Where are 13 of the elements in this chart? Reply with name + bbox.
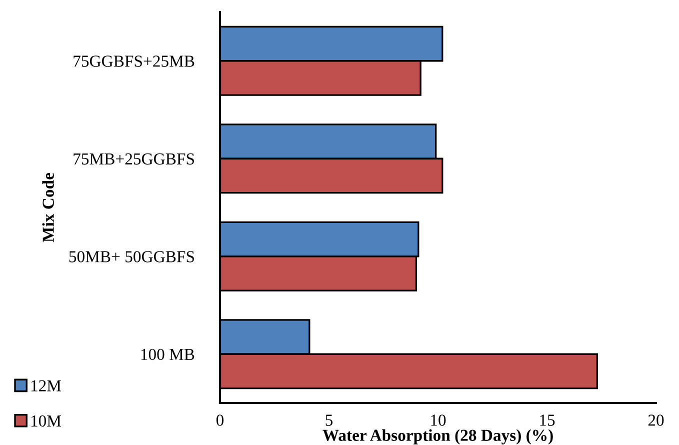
y-tick-label: 75GGBFS+25MB bbox=[74, 56, 194, 67]
x-tick-label: 0 bbox=[216, 414, 224, 426]
x-axis-title: Water Absorption (28 Days) (%) bbox=[322, 429, 553, 444]
y-tick-label: 100 MB bbox=[141, 348, 194, 360]
legend-label: 10M bbox=[31, 415, 61, 427]
x-tick-label: 10 bbox=[431, 414, 446, 426]
x-tick-label: 5 bbox=[326, 414, 333, 426]
x-tick-label: 20 bbox=[648, 414, 664, 426]
legend-label: 12M bbox=[31, 380, 61, 392]
y-tick-label: 75MB+25GGBFS bbox=[74, 153, 194, 165]
x-tick-label: 15 bbox=[540, 414, 555, 426]
y-tick-label: 50MB+ 50GGBFS bbox=[69, 251, 194, 262]
y-axis-title: Mix Code bbox=[42, 172, 54, 242]
